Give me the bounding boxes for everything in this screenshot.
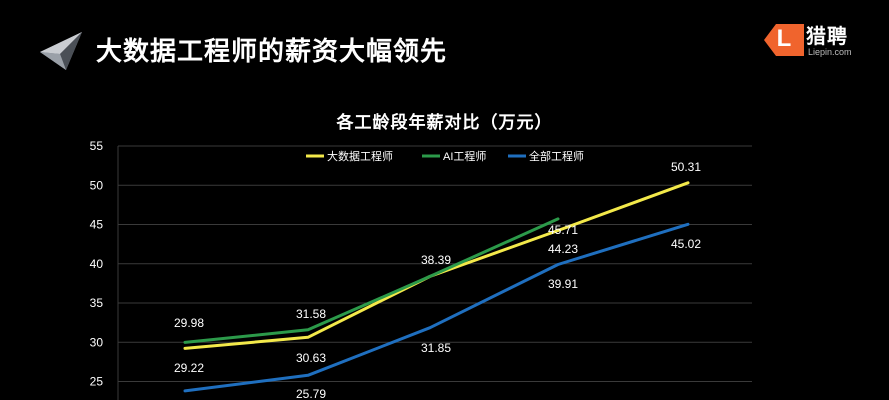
data-label: 30.63 — [296, 351, 326, 365]
series-line — [183, 222, 690, 393]
data-label: 38.39 — [421, 253, 451, 267]
y-tick-label: 25 — [90, 375, 104, 389]
series-line — [183, 217, 560, 344]
y-axis: 25 30 35 40 45 50 55 — [90, 139, 119, 400]
y-tick-label: 55 — [90, 139, 104, 153]
data-label: 31.85 — [421, 341, 451, 355]
data-label: 45.71 — [548, 223, 578, 237]
diamond-logo-icon — [40, 32, 82, 70]
y-tick-label: 30 — [90, 335, 104, 349]
data-label: 45.02 — [671, 237, 701, 251]
chart-gridlines — [118, 145, 752, 382]
data-labels: 29.98 29.22 31.58 30.63 25.79 38.39 31.85 45.71… — [174, 160, 701, 400]
data-label: 29.22 — [174, 361, 204, 375]
brand-letter: L — [776, 25, 792, 52]
chart-title: 各工龄段年薪对比（万元） — [336, 113, 553, 133]
data-label: 44.23 — [548, 242, 578, 256]
y-tick-label: 35 — [90, 296, 104, 310]
y-tick-label: 45 — [90, 218, 104, 232]
y-tick-label: 40 — [90, 257, 104, 271]
liepin-badge-icon — [764, 24, 804, 56]
data-label: 25.79 — [296, 387, 326, 400]
brand-name: 猎聘 — [806, 24, 848, 48]
legend-label: 全部工程师 — [529, 149, 584, 163]
brand-logo: L 猎聘 Liepin.com — [764, 18, 884, 66]
legend-label: AI工程师 — [443, 150, 486, 163]
chart-legend: 大数据工程师 AI工程师 全部工程师 — [306, 149, 584, 163]
brand-url: Liepin.com — [808, 47, 852, 57]
data-label: 39.91 — [548, 277, 578, 291]
legend-label: 大数据工程师 — [327, 149, 393, 163]
slide-title: 大数据工程师的薪资大幅领先 — [96, 37, 448, 67]
data-label: 50.31 — [671, 160, 701, 174]
data-label: 29.98 — [174, 316, 204, 330]
data-label: 31.58 — [296, 307, 326, 321]
chart-series — [183, 181, 690, 393]
y-tick-label: 50 — [90, 178, 104, 192]
